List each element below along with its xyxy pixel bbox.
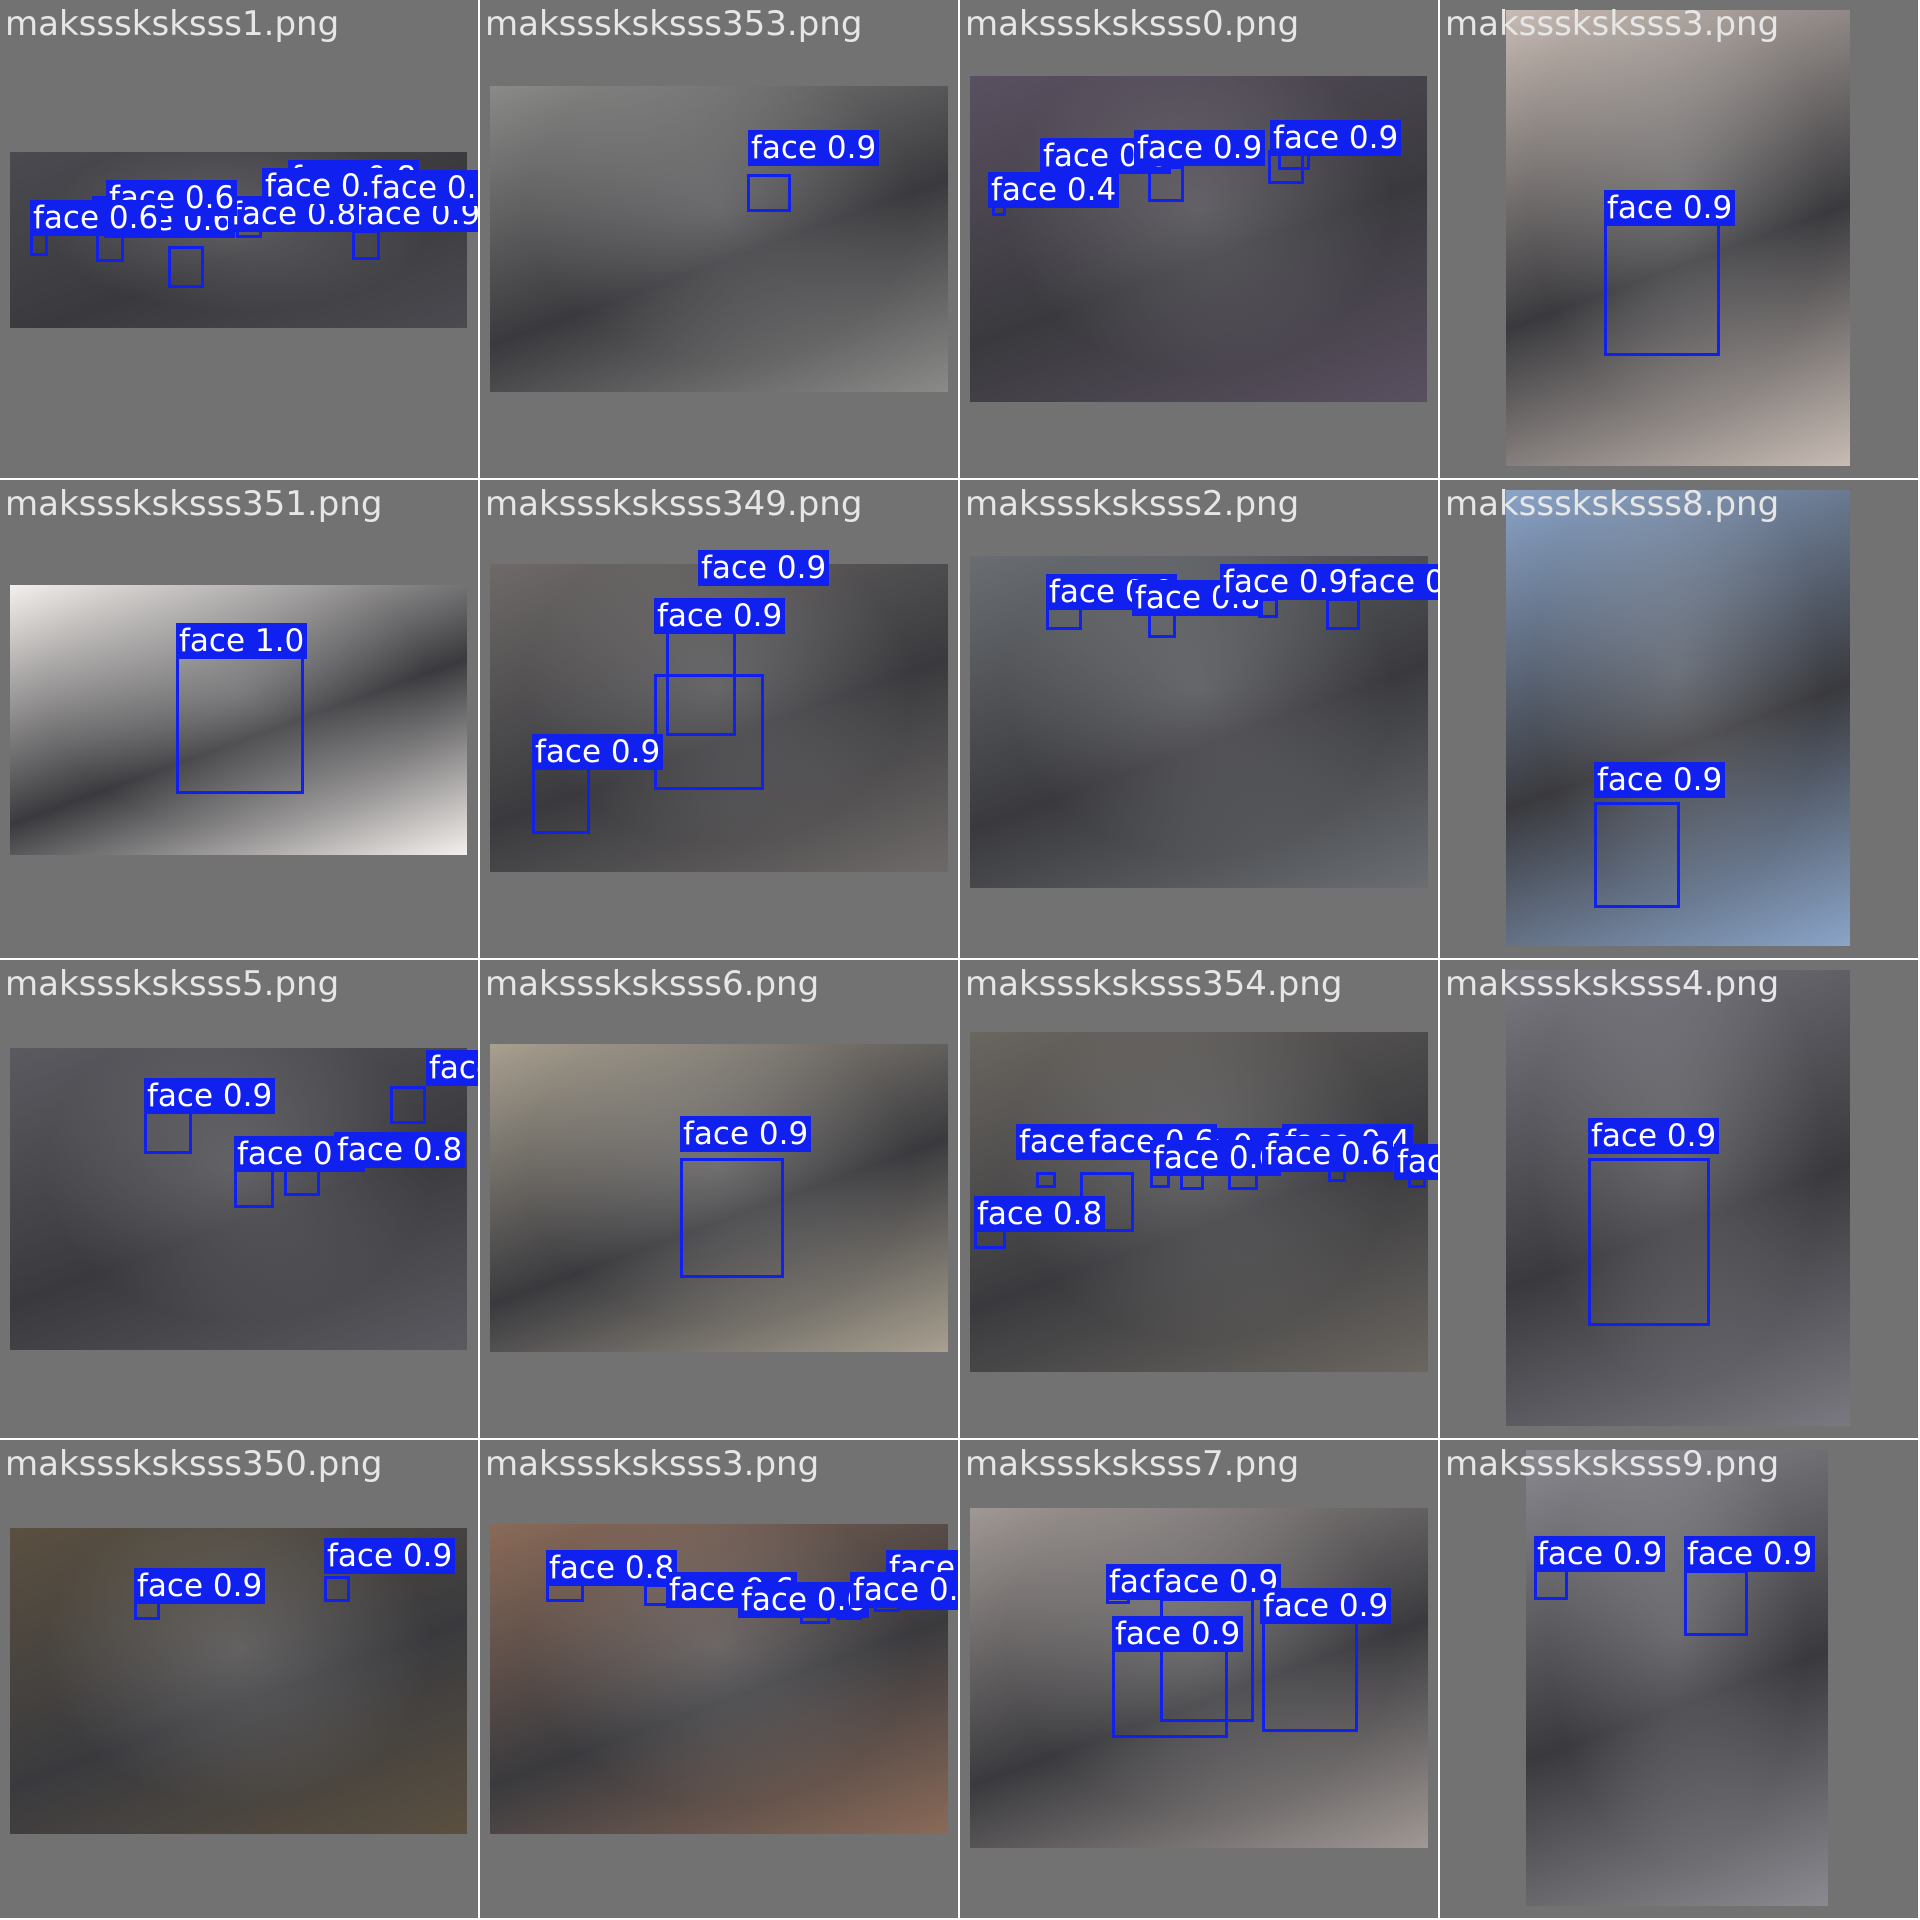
detection-label: face 0.6 — [1262, 1136, 1394, 1172]
detection-box — [1588, 1158, 1710, 1326]
tile-filename: maksssksksss351.png — [5, 484, 383, 524]
detection-box — [1036, 1172, 1056, 1188]
tile-filename: maksssksksss6.png — [485, 964, 820, 1004]
detection-box — [390, 1086, 426, 1124]
detection-label: face 0.9 — [324, 1538, 456, 1574]
detection-label: face 0.9 — [654, 598, 786, 634]
detection-label: face 0.8 — [334, 1132, 466, 1168]
detection-box — [1594, 802, 1680, 908]
mosaic-tile: maksssksksss2.png face 0.9 face 0.8 face 0.… — [960, 480, 1438, 958]
mosaic-tile: maksssksksss0.png face 0.4 face 0.6 face 0.… — [960, 0, 1438, 478]
detection-box — [144, 1110, 192, 1154]
mosaic-tile: maksssksksss6.png face 0.9 — [480, 960, 958, 1438]
detection-box — [1326, 598, 1360, 630]
detection-label: face 0.9 — [1260, 1588, 1392, 1624]
detection-label: face 0.9 — [144, 1078, 276, 1114]
detection-label: face 0.8 — [974, 1196, 1106, 1232]
tile-filename: maksssksksss349.png — [485, 484, 863, 524]
detection-label: face 0.9 — [426, 1050, 478, 1086]
detection-label: face 0.9 — [748, 130, 880, 166]
detection-label: face 0.9 — [1134, 130, 1266, 166]
tile-filename: maksssksksss3.png — [485, 1444, 820, 1484]
mosaic-tile: maksssksksss5.png face 0.9 face 0.9 face 0.… — [0, 960, 478, 1438]
detection-box — [324, 1576, 350, 1602]
detection-label: face 0.9 — [1594, 762, 1726, 798]
detection-label: face 0.9 — [1534, 1536, 1666, 1572]
detection-label: face 0.6 — [30, 200, 162, 236]
detection-label: face 0.9 — [532, 734, 664, 770]
mosaic-tile: maksssksksss3.png face 0.9 — [1440, 0, 1918, 478]
detection-label: face 0.9 — [1150, 1564, 1282, 1600]
detection-label: face 0.9 — [1604, 190, 1736, 226]
detection-box — [1684, 1570, 1748, 1636]
detection-label: face 0.9 — [134, 1568, 266, 1604]
tile-filename: maksssksksss1.png — [5, 4, 340, 44]
detection-box — [1112, 1638, 1228, 1738]
detection-label: face 0.9 — [1684, 1536, 1816, 1572]
detection-box — [234, 1168, 274, 1208]
detection-box — [532, 760, 590, 834]
detection-label: face 0.9 — [1588, 1118, 1720, 1154]
detection-box — [168, 246, 204, 288]
tile-filename: maksssksksss7.png — [965, 1444, 1300, 1484]
detection-label: face 0.9 — [1220, 564, 1352, 600]
detection-box — [176, 645, 304, 794]
photo-striped-shirt — [1526, 1450, 1828, 1906]
detection-label: face 0.9 — [680, 1116, 812, 1152]
detection-box — [1604, 214, 1720, 356]
tile-filename: maksssksksss353.png — [485, 4, 863, 44]
photo-man-with-toys — [490, 1044, 948, 1352]
detection-box — [1534, 1568, 1568, 1600]
detection-label: face 0.6 — [738, 1582, 870, 1618]
detection-label: face 0.6 — [368, 170, 478, 206]
detection-label: face 0.3 — [1394, 1144, 1438, 1180]
mosaic-tile: maksssksksss349.png face 0.9 face 0.9 face … — [480, 480, 958, 958]
detection-label: face 0.9 — [1346, 564, 1438, 600]
mosaic-tile: maksssksksss8.png face 0.9 — [1440, 480, 1918, 958]
mosaic-tile: maksssksksss353.png face 0.9 — [480, 0, 958, 478]
tile-filename: maksssksksss5.png — [5, 964, 340, 1004]
detection-box — [654, 674, 764, 790]
detection-label: face 0.6 — [1150, 1140, 1282, 1176]
photo-motorcycle-street — [490, 86, 948, 392]
mosaic-tile: maksssksksss4.png face 0.9 — [1440, 960, 1918, 1438]
tile-filename: maksssksksss354.png — [965, 964, 1343, 1004]
detection-label: face 0.6 — [850, 1572, 958, 1608]
detection-box — [1262, 1618, 1358, 1732]
detection-label: face 0.4 — [988, 172, 1120, 208]
tile-filename: maksssksksss2.png — [965, 484, 1300, 524]
tile-filename: maksssksksss350.png — [5, 1444, 383, 1484]
mosaic-tile: maksssksksss351.png face 1.0 — [0, 480, 478, 958]
detection-label: face 0.9 — [698, 550, 830, 586]
mosaic-tile: maksssksksss9.png face 0.9 face 0.9 — [1440, 1440, 1918, 1918]
mosaic-tile: maksssksksss350.png face 0.9 face 0.9 — [0, 1440, 478, 1918]
tile-filename: maksssksksss0.png — [965, 4, 1300, 44]
detection-label: face 0.9 — [1112, 1616, 1244, 1652]
detection-label: face 0.8 — [546, 1550, 678, 1586]
detection-label: face 1.0 — [176, 623, 308, 659]
detection-box — [680, 1158, 784, 1278]
detection-box — [352, 230, 380, 260]
detection-box — [747, 174, 791, 212]
photo-selfie-wallpaper — [1506, 10, 1850, 466]
photo-pillow-selfie — [1506, 970, 1850, 1426]
detection-label: face 0.9 — [1270, 120, 1402, 156]
